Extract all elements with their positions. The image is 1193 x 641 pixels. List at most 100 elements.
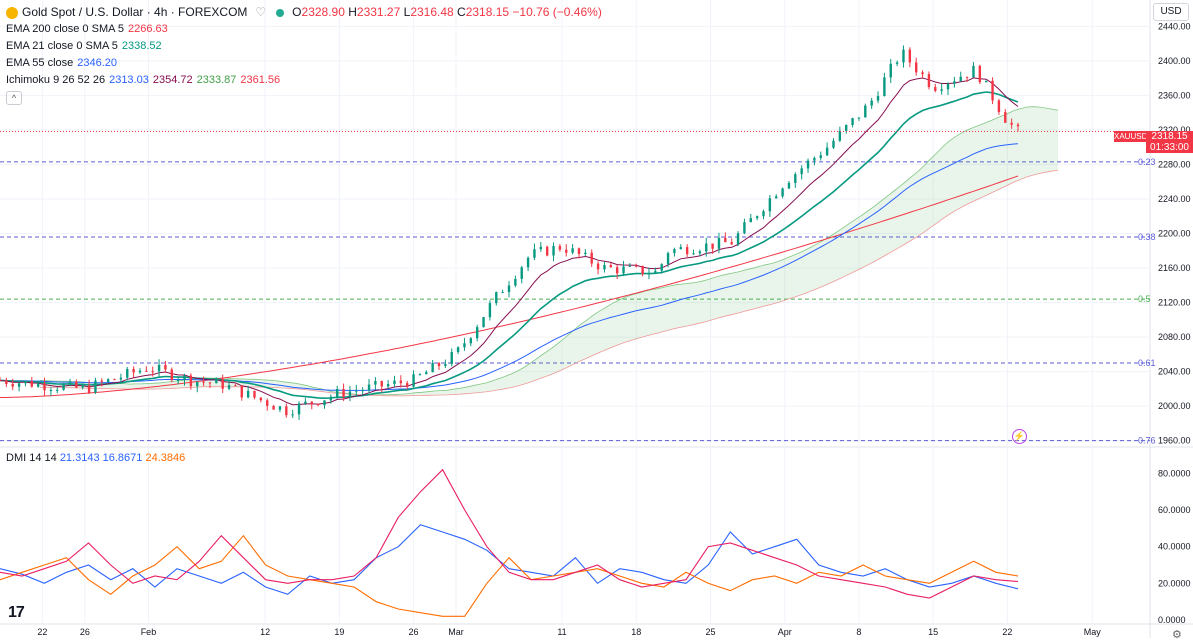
candle-body	[418, 374, 422, 376]
y-tick-label: 2360.00	[1158, 90, 1191, 100]
candle-body	[380, 380, 383, 387]
y-tick-label: 1960.00	[1158, 436, 1191, 446]
x-tick-label: 11	[557, 627, 566, 637]
moving-averages	[0, 77, 1019, 406]
ohlc-value: 2328.90	[301, 5, 349, 19]
fib-levels: 0.23 0.38 0.5 0.61 0.76	[0, 157, 1156, 446]
candle-body	[278, 406, 282, 410]
candle-body	[552, 246, 555, 256]
candle-body	[297, 403, 301, 415]
ohlc-key: L	[403, 5, 411, 19]
candle-body	[997, 100, 1001, 113]
ohlc-values: O2328.90 H2331.27 L2316.48 C2318.15 −10.…	[292, 4, 602, 21]
chart-title[interactable]: Gold Spot / U.S. Dollar · 4h · FOREXCOM	[22, 5, 248, 19]
candle-body	[730, 242, 733, 245]
candle-body	[323, 400, 326, 406]
candle-body	[845, 124, 848, 131]
candle-body	[577, 248, 581, 255]
candle-body	[533, 249, 536, 258]
ema21-line	[0, 91, 1019, 400]
indicator-value: 2266.63	[128, 23, 168, 35]
candle-body	[978, 65, 982, 83]
candle-body	[832, 140, 835, 148]
candle-body	[437, 363, 441, 367]
candle-body	[94, 380, 97, 393]
y-tick-label: 2440.00	[1158, 21, 1191, 31]
candlesticks	[0, 45, 1020, 420]
x-tick-label: Feb	[141, 627, 157, 637]
indicator-row[interactable]: EMA 200 close 0 SMA 5 2266.63	[6, 21, 602, 38]
candle-body	[0, 380, 2, 382]
candle-body	[30, 380, 34, 387]
candle-body	[1004, 112, 1007, 123]
dmi-series-line	[0, 468, 1019, 599]
candle-body	[908, 49, 912, 63]
candle-body	[259, 397, 263, 401]
candle-body	[520, 267, 523, 279]
candle-body	[17, 383, 21, 387]
dmi-y-tick-label: 80.0000	[1158, 468, 1191, 478]
candle-body	[456, 347, 460, 353]
candle-body	[628, 265, 632, 267]
candle-body	[539, 246, 543, 250]
candle-body	[119, 377, 123, 380]
y-tick-label: 2040.00	[1158, 367, 1191, 377]
indicator-row[interactable]: EMA 55 close 2346.20	[6, 55, 602, 72]
y-tick-label: 2080.00	[1158, 332, 1191, 342]
candle-body	[635, 265, 638, 267]
gear-icon[interactable]: ⚙	[1172, 629, 1182, 641]
currency-button[interactable]: USD	[1153, 3, 1189, 21]
dmi-series-line	[0, 524, 1019, 595]
candle-body	[43, 383, 46, 391]
candle-body	[921, 72, 924, 75]
candle-body	[189, 375, 193, 387]
candle-body	[316, 403, 320, 406]
candle-body	[56, 389, 59, 391]
candle-body	[132, 368, 135, 373]
y-tick-label: 2160.00	[1158, 263, 1191, 273]
x-tick-label: 12	[260, 627, 270, 637]
candle-body	[285, 406, 288, 416]
candle-body	[507, 285, 511, 293]
candle-body	[934, 87, 937, 91]
candle-body	[558, 246, 562, 250]
tradingview-logo[interactable]: 17	[8, 604, 25, 621]
candle-body	[692, 253, 695, 255]
candle-body	[915, 62, 918, 73]
y-tick-label: 2400.00	[1158, 56, 1191, 66]
candle-body	[475, 327, 479, 339]
indicator-row[interactable]: EMA 21 close 0 SMA 5 2338.52	[6, 38, 602, 55]
candle-body	[857, 117, 861, 119]
collapse-legend-button[interactable]: ^	[6, 91, 22, 105]
candle-body	[425, 372, 428, 375]
dmi-value: 24.3846	[142, 452, 186, 464]
candle-body	[705, 243, 708, 252]
cloud-fill	[40, 106, 1058, 396]
candle-body	[234, 385, 237, 387]
candle-body	[724, 237, 727, 243]
candle-body	[743, 222, 746, 234]
candle-body	[736, 233, 740, 245]
indicator-row[interactable]: Ichimoku 9 26 52 26 2313.03 2354.72 2333.87…	[6, 72, 602, 89]
x-tick-label: 19	[334, 627, 344, 637]
candle-body	[501, 292, 504, 294]
dmi-pane	[0, 468, 1019, 617]
candle-body	[864, 105, 867, 118]
candle-body	[603, 265, 606, 270]
lightning-icon[interactable]: ⚡	[1012, 429, 1027, 444]
candle-body	[889, 63, 892, 78]
symbol-tag: XAUUSD	[1114, 131, 1148, 142]
ohlc-key: H	[348, 5, 357, 19]
candle-body	[463, 343, 466, 348]
favorite-icon[interactable]: ♡	[255, 5, 267, 19]
candle-body	[145, 370, 148, 372]
dmi-value: 16.8671	[99, 452, 143, 464]
candle-body	[609, 265, 612, 268]
candle-body	[361, 390, 364, 392]
ohlc-value: 2331.27	[356, 5, 404, 19]
candle-body	[666, 253, 670, 265]
candle-body	[202, 381, 205, 383]
candle-body	[367, 384, 371, 391]
candle-body	[355, 390, 358, 392]
